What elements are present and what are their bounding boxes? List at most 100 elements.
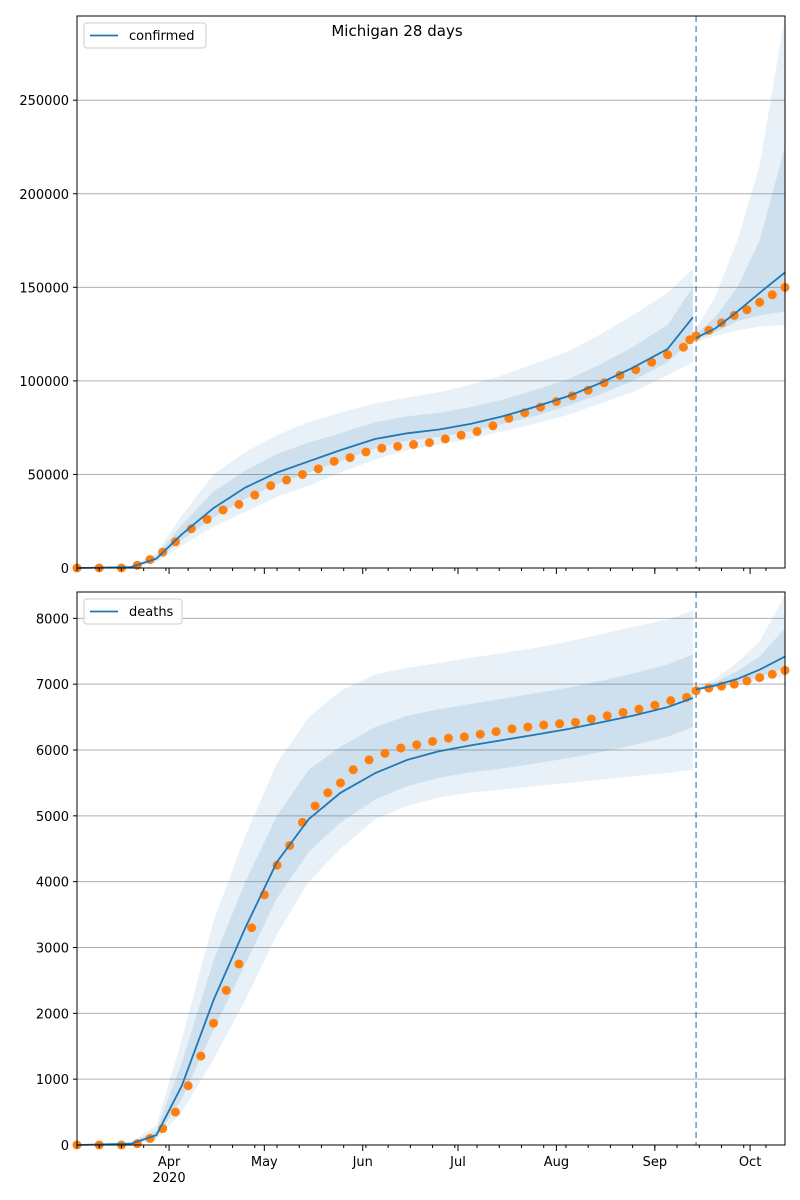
observed-point — [586, 714, 596, 724]
observed-point — [539, 720, 549, 730]
observed-point — [282, 475, 292, 485]
observed-point — [691, 686, 701, 696]
observed-point — [488, 421, 498, 431]
observed-point — [443, 733, 453, 743]
observed-point — [380, 748, 390, 758]
y-tick-label: 250000 — [19, 94, 69, 109]
observed-point — [336, 778, 346, 788]
model-band-68 — [77, 654, 693, 1145]
model-band-95 — [77, 610, 693, 1145]
forecast-line — [695, 655, 786, 691]
observed-point — [742, 676, 752, 686]
model-band-95 — [77, 268, 693, 568]
y-tick-label: 200000 — [19, 188, 69, 203]
observed-point — [393, 441, 403, 451]
observed-point — [310, 801, 320, 811]
observed-point — [323, 788, 333, 798]
y-tick-label: 6000 — [36, 744, 69, 759]
observed-point — [634, 704, 644, 714]
legend: deaths — [83, 598, 183, 625]
legend-label: confirmed — [129, 29, 195, 44]
observed-point — [364, 755, 374, 765]
observed-point — [459, 732, 469, 742]
observed-point — [742, 305, 752, 315]
observed-point — [209, 1018, 219, 1028]
observed-point — [170, 537, 180, 547]
observed-point — [678, 342, 688, 352]
x-tick-label: Apr — [158, 1155, 181, 1170]
observed-point — [412, 740, 422, 750]
y-tick-label: 5000 — [36, 810, 69, 825]
x-tick-label: Oct — [739, 1155, 761, 1170]
x-year-label: 2020 — [153, 1171, 186, 1186]
observed-point — [348, 765, 358, 775]
observed-point — [491, 727, 501, 737]
observed-point — [666, 696, 676, 706]
observed-point — [507, 724, 517, 734]
x-tick-label: Sep — [643, 1155, 668, 1170]
y-tick-label: 150000 — [19, 281, 69, 296]
observed-point — [250, 490, 260, 500]
observed-point — [329, 456, 339, 466]
observed-point — [729, 679, 739, 689]
observed-point — [555, 719, 565, 729]
observed-point — [234, 959, 244, 969]
legend-label: deaths — [129, 605, 174, 620]
x-tick-label: Aug — [544, 1155, 569, 1170]
observed-point — [266, 481, 276, 491]
observed-point — [377, 443, 387, 453]
observed-point — [475, 729, 485, 739]
observed-point — [570, 717, 580, 727]
y-tick-label: 50000 — [28, 468, 69, 483]
observed-point — [409, 440, 419, 450]
y-tick-label: 7000 — [36, 678, 69, 693]
observed-point — [202, 514, 212, 524]
y-tick-label: 4000 — [36, 876, 69, 891]
observed-point — [663, 350, 673, 360]
observed-point — [767, 669, 777, 679]
legend-box — [83, 22, 207, 49]
x-tick-label: May — [251, 1155, 278, 1170]
y-tick-label: 8000 — [36, 612, 69, 627]
observed-point — [186, 524, 196, 534]
observed-point — [602, 711, 612, 721]
observed-point — [424, 438, 434, 448]
x-axis: Apr May Jun Jul Aug Sep Oct 2020 — [153, 1155, 762, 1186]
forecast-band-95 — [696, 595, 785, 691]
observed-point — [755, 673, 765, 683]
observed-point — [345, 453, 355, 463]
observed-point — [247, 923, 257, 933]
observed-point — [361, 447, 371, 457]
observed-point — [428, 736, 438, 746]
forecast-line — [695, 271, 786, 339]
axes-frame — [76, 591, 786, 1146]
observed-point — [313, 464, 323, 474]
y-tick-label: 2000 — [36, 1007, 69, 1022]
confirmed-chart: 0 50000 100000 150000 200000 250000 confirmed — [19, 15, 790, 577]
observed-point — [440, 434, 450, 444]
observed-point — [183, 1081, 193, 1091]
observed-point — [755, 297, 765, 307]
observed-point — [170, 1107, 180, 1117]
observed-point — [472, 426, 482, 436]
figure-title: Michigan 28 days — [331, 22, 462, 40]
observed-point — [767, 290, 777, 300]
deaths-chart: 0 1000 2000 3000 4000 5000 6000 7000 8000 deaths — [36, 591, 790, 1154]
legend: confirmed — [83, 22, 207, 49]
observed-point — [691, 331, 701, 341]
model-line — [76, 316, 694, 569]
observed-point — [297, 469, 307, 479]
axes-frame — [76, 15, 786, 569]
observed-point — [456, 430, 466, 440]
x-tick-label: Jun — [352, 1155, 373, 1170]
forecast-band-95 — [696, 16, 785, 342]
forecast-band-68 — [696, 147, 785, 340]
observed-point — [218, 505, 228, 515]
y-tick-label: 0 — [61, 1139, 69, 1154]
y-tick-label: 3000 — [36, 942, 69, 957]
y-tick-label: 0 — [61, 562, 69, 577]
model-band-68 — [77, 287, 693, 568]
observed-point — [618, 707, 628, 717]
observed-point — [396, 743, 406, 753]
